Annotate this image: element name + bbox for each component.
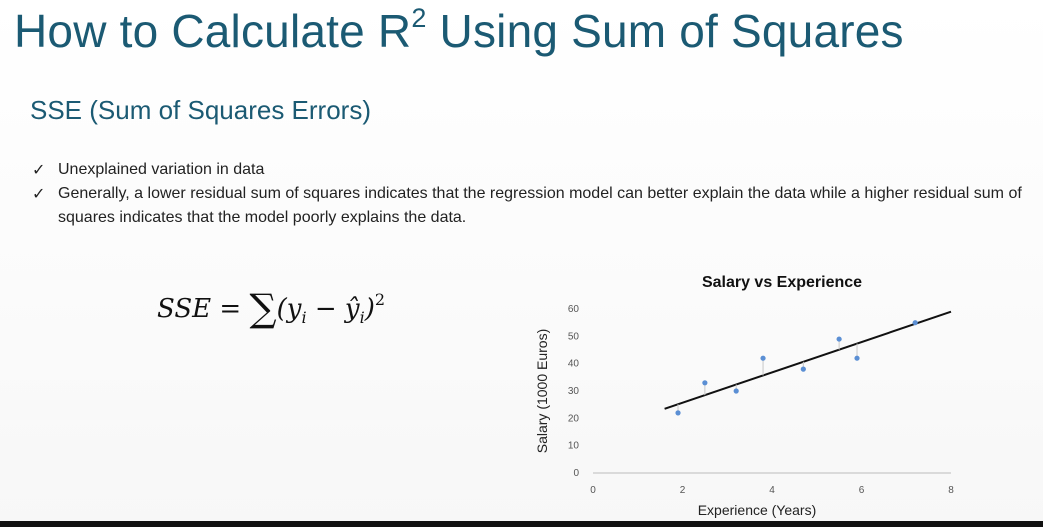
formula-lhs: SSE = xyxy=(157,294,250,324)
data-point xyxy=(760,355,766,361)
slide-title: How to Calculate R2 Using Sum of Squares xyxy=(14,4,904,58)
data-point xyxy=(733,388,739,394)
formula-subscript: i xyxy=(301,308,307,327)
y-axis-ticks: 0 10 20 30 40 50 60 xyxy=(568,304,580,479)
x-axis-label: Experience (Years) xyxy=(698,502,817,518)
y-axis-label: Salary (1000 Euros) xyxy=(534,329,550,454)
bullet-item: ✓ Generally, a lower residual sum of squ… xyxy=(30,182,1035,230)
bullet-list: ✓ Unexplained variation in data ✓ Genera… xyxy=(30,158,1035,230)
bullet-item: ✓ Unexplained variation in data xyxy=(30,158,1035,182)
y-tick-label: 60 xyxy=(568,304,580,315)
formula-term-yhat: − ŷ xyxy=(306,294,360,324)
trendline xyxy=(664,310,952,410)
title-superscript: 2 xyxy=(411,3,427,33)
data-points xyxy=(675,320,918,416)
x-tick-label: 6 xyxy=(859,485,865,496)
x-tick-label: 8 xyxy=(948,485,954,496)
y-tick-label: 0 xyxy=(573,468,579,479)
x-tick-label: 0 xyxy=(590,485,596,496)
formula-term-y: (y xyxy=(276,294,302,324)
title-text-rest: Using Sum of Squares xyxy=(426,5,904,57)
y-tick-label: 50 xyxy=(568,331,580,342)
scatter-chart: Salary vs Experience Salary (1000 Euros)… xyxy=(534,274,954,518)
x-tick-label: 2 xyxy=(680,485,686,496)
y-tick-label: 10 xyxy=(568,441,580,452)
sse-formula: SSE = ∑(yi − ŷi)2 xyxy=(157,286,385,330)
formula-subscript: i xyxy=(359,308,365,327)
bullet-text: Unexplained variation in data xyxy=(58,161,265,178)
data-point xyxy=(702,380,708,386)
sigma-symbol: ∑ xyxy=(249,286,277,330)
bottom-bar xyxy=(0,521,1043,527)
data-point xyxy=(912,320,918,326)
y-tick-label: 30 xyxy=(568,386,580,397)
data-point xyxy=(836,336,842,342)
x-axis-ticks: 0 2 4 6 8 xyxy=(590,485,954,496)
checkmark-icon: ✓ xyxy=(32,160,46,179)
bullet-text: Generally, a lower residual sum of squar… xyxy=(58,185,1022,226)
title-text: How to Calculate R xyxy=(14,5,412,57)
data-point xyxy=(854,355,860,361)
chart-title: Salary vs Experience xyxy=(702,274,862,291)
x-tick-label: 4 xyxy=(769,485,775,496)
checkmark-icon: ✓ xyxy=(32,184,46,203)
section-subtitle: SSE (Sum of Squares Errors) xyxy=(30,95,371,125)
y-tick-label: 40 xyxy=(568,359,580,370)
data-point xyxy=(675,410,681,416)
data-point xyxy=(800,366,806,372)
formula-exponent: 2 xyxy=(374,290,386,309)
formula-close-paren: ) xyxy=(364,294,375,324)
y-tick-label: 20 xyxy=(568,413,580,424)
trendline-group xyxy=(664,310,952,410)
